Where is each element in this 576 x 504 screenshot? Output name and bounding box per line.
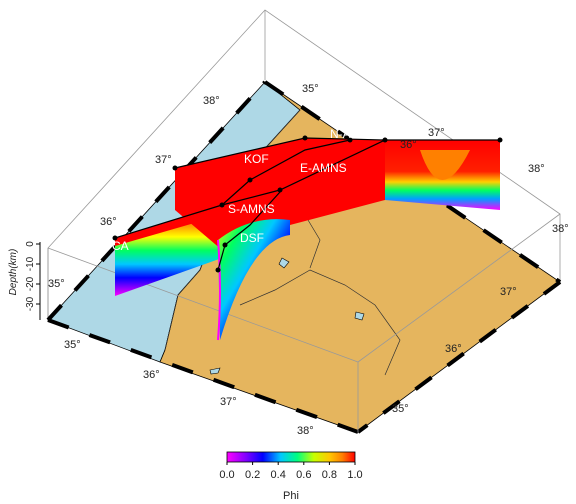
depth-tick-20: -20 bbox=[25, 276, 36, 291]
lat-tick-right-35: 35° bbox=[392, 403, 409, 415]
island-1 bbox=[278, 257, 290, 269]
lat-tick-right-36: 36° bbox=[445, 343, 462, 355]
fault-label-eamns: E-AMNS bbox=[300, 161, 347, 175]
lon-tick-front-38: 38° bbox=[297, 425, 314, 437]
colorbar-tick-label: 0.0 bbox=[219, 469, 234, 481]
fault-traces bbox=[114, 137, 500, 271]
lat-tick-left-37: 37° bbox=[155, 154, 172, 166]
lat-tick-right-38b: 38° bbox=[552, 223, 569, 235]
fault-label-namns: N-AMNS bbox=[330, 127, 377, 141]
lat-tick-left-36: 36° bbox=[100, 216, 117, 228]
lon-tick-back-35: 35° bbox=[302, 83, 319, 95]
cross-sections bbox=[115, 138, 500, 341]
lon-tick-front-37: 37° bbox=[220, 396, 237, 408]
section-dsf-edge bbox=[217, 239, 221, 341]
colorbar-ticks: 0.0 0.2 0.4 0.6 0.8 1.0 bbox=[219, 462, 363, 481]
colorbar-tick-label: 1.0 bbox=[347, 469, 362, 481]
colorbar-label: Phi bbox=[283, 490, 299, 502]
fault-nodes bbox=[112, 135, 503, 273]
lon-tick-front-35: 35° bbox=[64, 339, 81, 351]
lat-tick-right-38: 38° bbox=[528, 163, 545, 175]
colorbar-gradient bbox=[226, 451, 356, 463]
lat-tick-left-35: 35° bbox=[48, 278, 65, 290]
depth-tick-0: 0 bbox=[25, 241, 36, 247]
fault-label-dsf: DSF bbox=[240, 231, 264, 245]
section-namns-bowl bbox=[420, 150, 470, 180]
island-2 bbox=[354, 311, 365, 321]
colorbar-tick-label: 0.6 bbox=[296, 469, 311, 481]
lon-tick-back-37: 37° bbox=[428, 127, 445, 139]
depth-tick-30: -30 bbox=[25, 296, 36, 311]
box-front-edges bbox=[47, 213, 561, 432]
colorbar-tick-label: 0.4 bbox=[271, 469, 286, 481]
colorbar: 0.0 0.2 0.4 0.6 0.8 1.0 Phi bbox=[219, 451, 363, 502]
depth-axis-label: Depth(km) bbox=[8, 249, 19, 296]
section-kof bbox=[175, 138, 385, 250]
depth-tick-10: -10 bbox=[25, 256, 36, 271]
fault-label-kof: KOF bbox=[244, 152, 269, 166]
fault-label-ca: CA bbox=[112, 239, 129, 253]
island-3 bbox=[209, 367, 221, 375]
colorbar-tick-label: 0.8 bbox=[322, 469, 337, 481]
lat-tick-left-38: 38° bbox=[203, 95, 220, 107]
colorbar-tick-label: 0.2 bbox=[245, 469, 260, 481]
fault-label-samns: S-AMNS bbox=[228, 202, 275, 216]
lon-tick-front-36: 36° bbox=[143, 369, 160, 381]
lat-tick-right-37: 37° bbox=[500, 286, 517, 298]
section-ca bbox=[115, 205, 222, 296]
lon-tick-back-36: 36° bbox=[400, 139, 417, 151]
section-dsf bbox=[218, 219, 290, 340]
depth-axis: 0 -10 -20 -30 Depth(km) bbox=[8, 241, 41, 320]
